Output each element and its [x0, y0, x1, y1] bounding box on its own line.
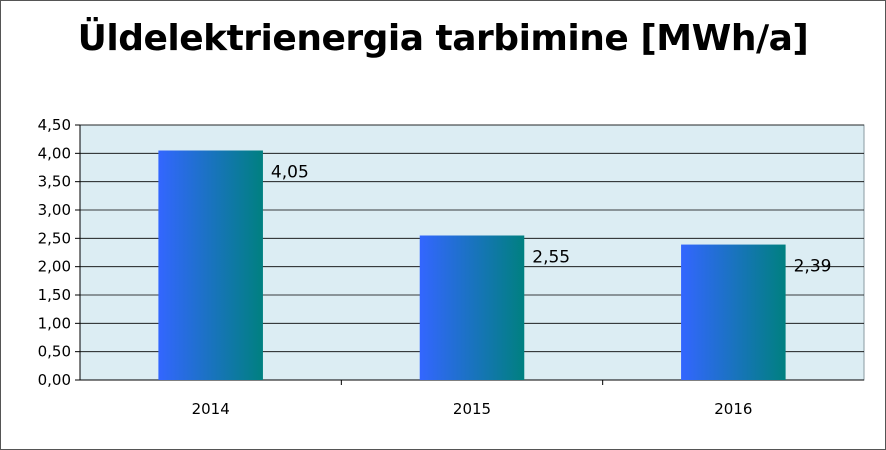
y-tick-label: 2,00 [38, 258, 71, 276]
bar-2016 [681, 244, 786, 380]
data-label-2015: 2,55 [532, 248, 570, 268]
x-tick-label-2014: 2014 [192, 400, 230, 418]
data-label-2014: 4,05 [271, 163, 309, 183]
y-tick-label: 2,50 [38, 229, 71, 247]
y-tick-label: 3,00 [38, 201, 71, 219]
y-tick-label: 0,50 [38, 343, 71, 361]
y-tick-label: 3,50 [38, 173, 71, 191]
y-tick-label: 4,50 [38, 116, 71, 134]
y-tick-label: 1,50 [38, 286, 71, 304]
x-tick-label-2016: 2016 [714, 400, 752, 418]
chart-title: Üldelektrienergia tarbimine [MWh/a] [77, 18, 809, 59]
y-tick-label: 0,00 [38, 371, 71, 389]
bar-2015 [419, 235, 525, 380]
y-tick-label: 4,00 [38, 144, 71, 162]
y-tick-label: 1,00 [38, 314, 71, 332]
data-label-2016: 2,39 [794, 257, 832, 277]
bar-2014 [158, 150, 263, 380]
x-tick-label-2015: 2015 [453, 400, 491, 418]
